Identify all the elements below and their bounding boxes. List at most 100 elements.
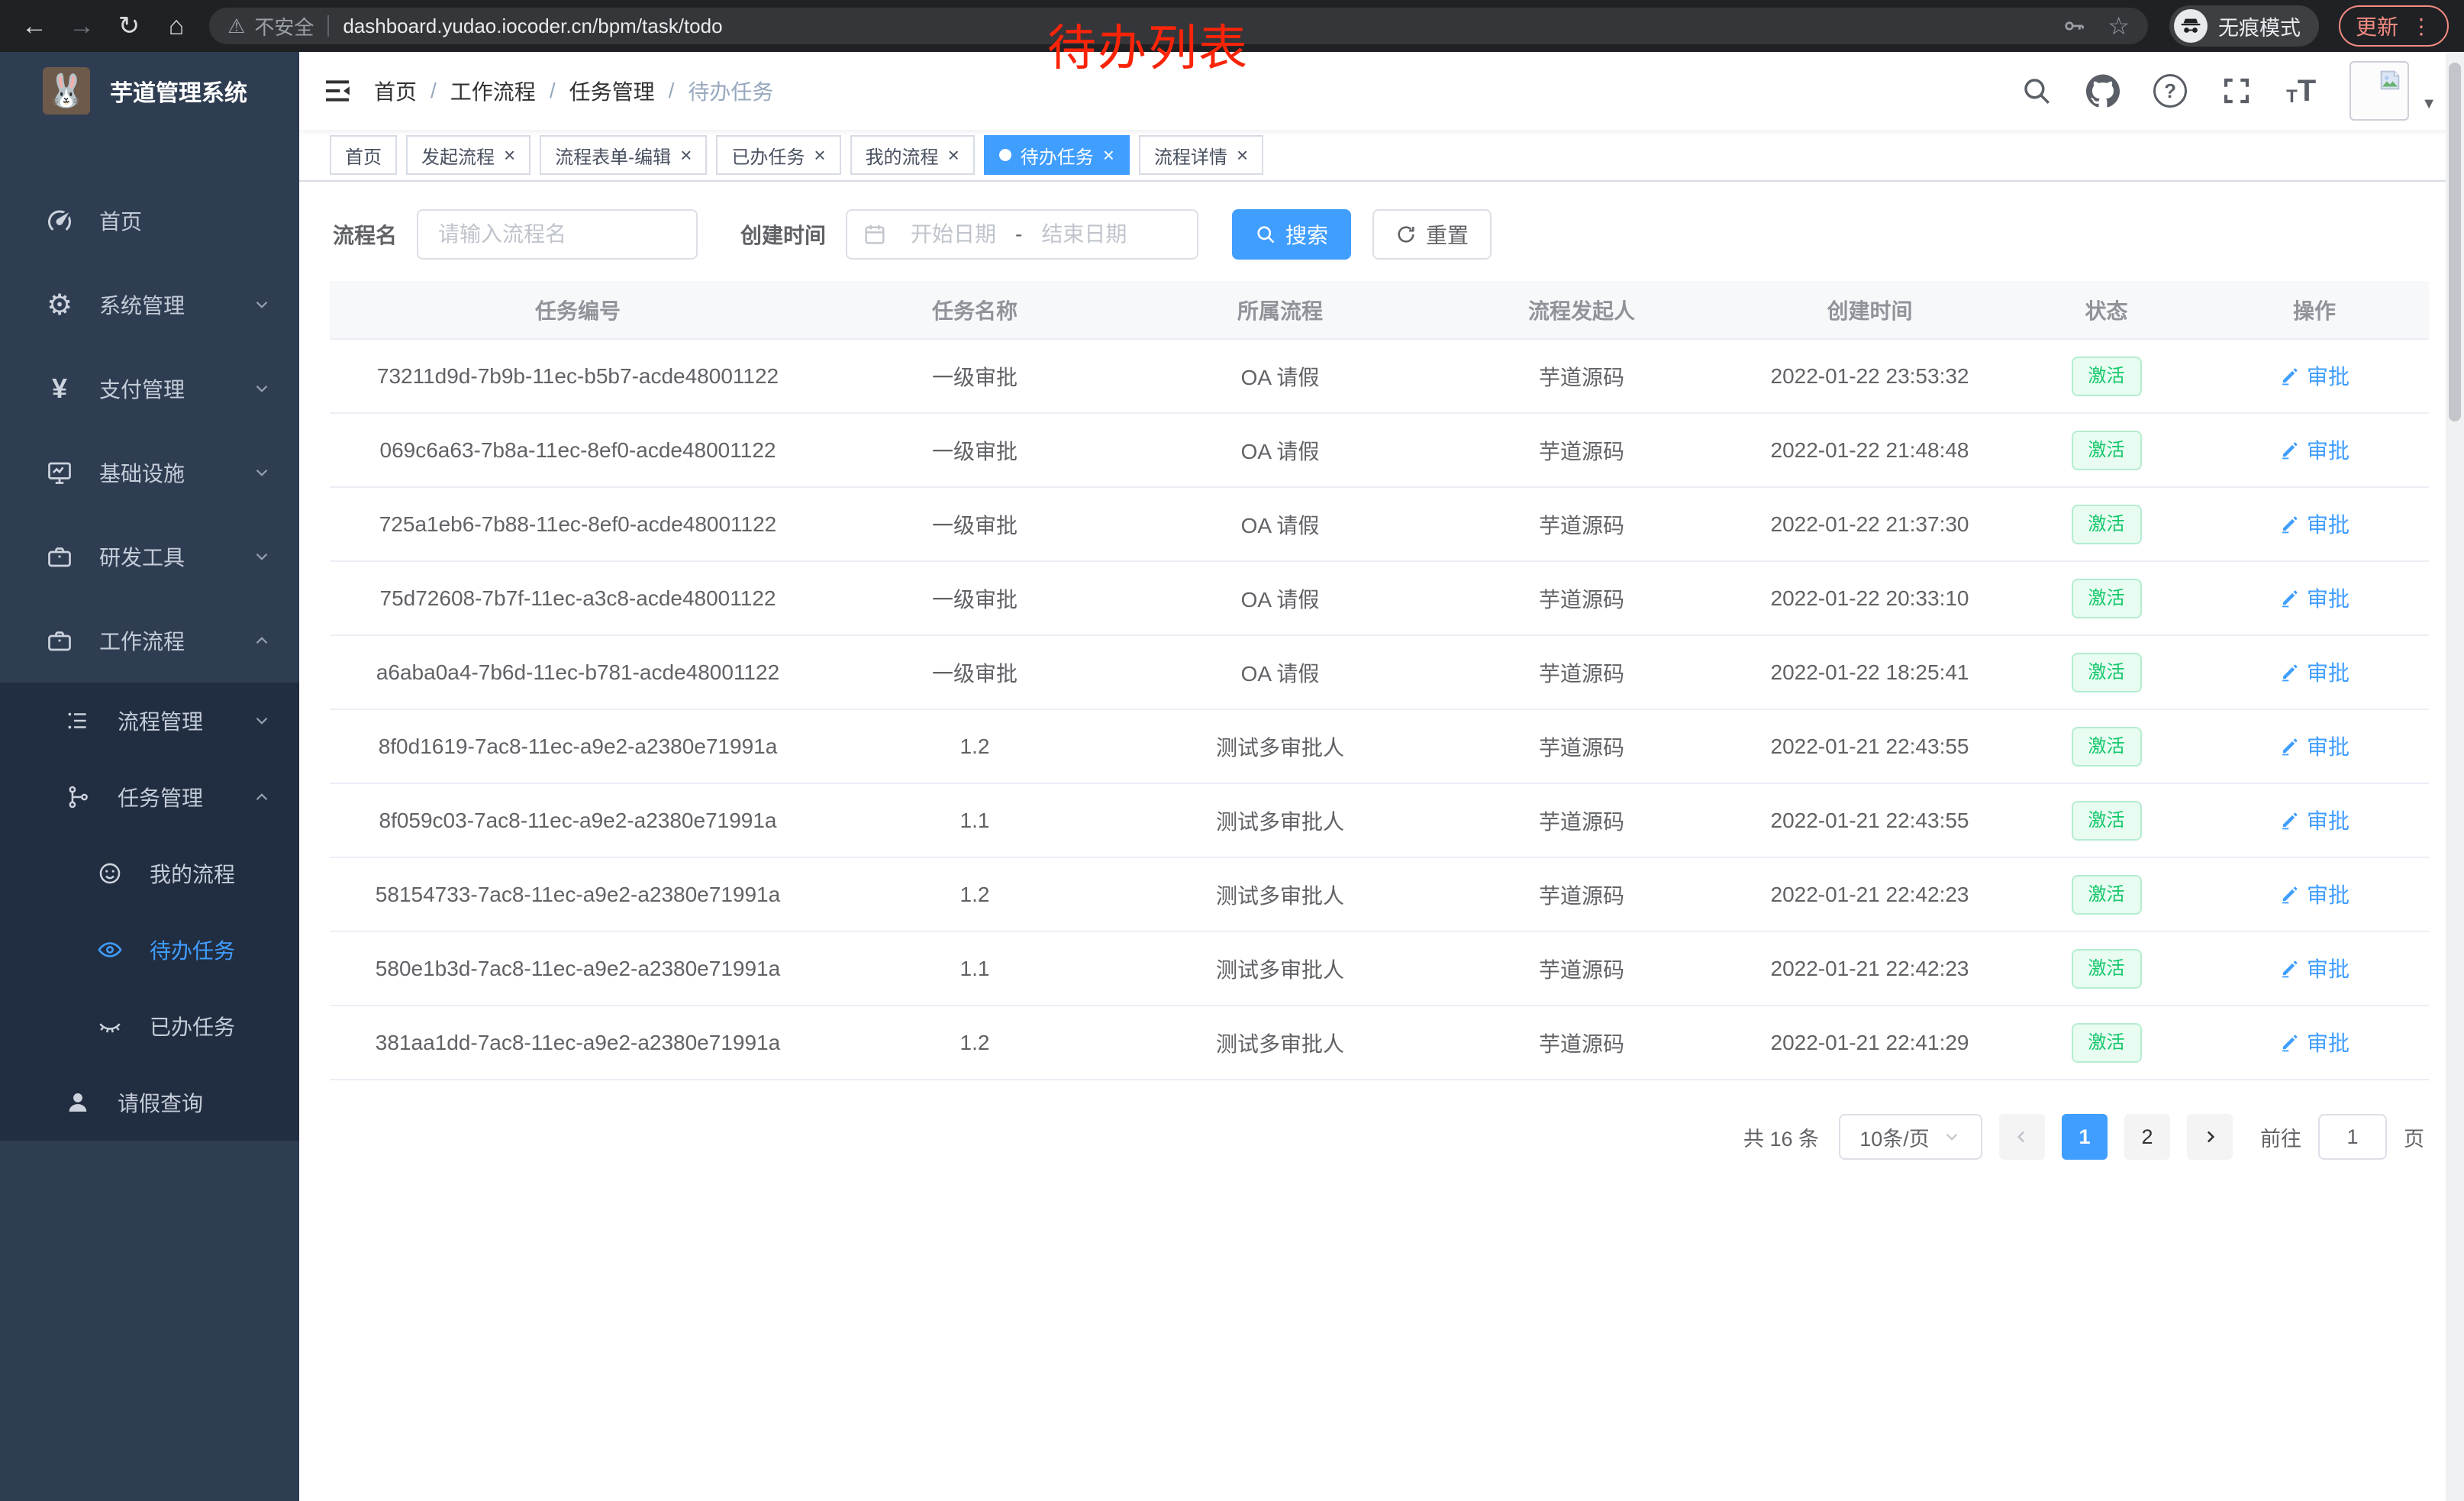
browser-forward-button[interactable]: → bbox=[69, 11, 95, 40]
approve-link[interactable]: 审批 bbox=[2279, 508, 2350, 539]
close-icon[interactable]: × bbox=[1236, 144, 1249, 166]
approve-link[interactable]: 审批 bbox=[2279, 434, 2350, 465]
tab-todo-tasks[interactable]: 待办任务 × bbox=[983, 135, 1130, 175]
tab-process-detail[interactable]: 流程详情 × bbox=[1138, 135, 1264, 175]
browser-reload-button[interactable]: ↻ bbox=[118, 11, 140, 40]
cell-create-time: 2022-01-22 18:25:41 bbox=[1727, 635, 2013, 710]
tab-start-process[interactable]: 发起流程 × bbox=[406, 135, 531, 175]
browser-menu-icon[interactable]: ⋮ bbox=[2411, 14, 2432, 38]
scrollbar-thumb[interactable] bbox=[2449, 63, 2461, 421]
start-date-input[interactable] bbox=[893, 222, 1014, 247]
tab-my-process[interactable]: 我的流程 × bbox=[850, 135, 975, 175]
date-range-picker[interactable]: - bbox=[846, 209, 1199, 260]
password-key-icon[interactable] bbox=[2062, 14, 2086, 38]
cell-actions: 审批 bbox=[2200, 783, 2429, 858]
sidebar-item-home[interactable]: 首页 bbox=[0, 179, 299, 263]
search-icon[interactable] bbox=[2021, 75, 2053, 107]
cell-status: 激活 bbox=[2013, 783, 2200, 858]
cell-actions: 审批 bbox=[2200, 931, 2429, 1006]
breadcrumb-home[interactable]: 首页 bbox=[374, 80, 418, 104]
caret-down-icon[interactable]: ▼ bbox=[2421, 95, 2437, 112]
reset-button[interactable]: 重置 bbox=[1372, 209, 1492, 260]
col-status: 状态 bbox=[2013, 281, 2200, 340]
browser-back-button[interactable]: ← bbox=[21, 11, 47, 40]
sidebar-item-my-process[interactable]: 我的流程 bbox=[0, 835, 299, 912]
process-name-input[interactable] bbox=[417, 209, 698, 260]
close-icon[interactable]: × bbox=[947, 144, 959, 166]
page-size-select[interactable]: 10条/页 bbox=[1839, 1114, 1982, 1160]
page-button-2[interactable]: 2 bbox=[2124, 1114, 2170, 1160]
sidebar-item-payment[interactable]: ¥ 支付管理 bbox=[0, 347, 299, 431]
close-icon[interactable]: × bbox=[814, 144, 826, 166]
browser-home-button[interactable]: ⌂ bbox=[168, 11, 185, 40]
approve-link[interactable]: 审批 bbox=[2279, 953, 2350, 983]
browser-chrome: ← → ↻ ⌂ ⚠ 不安全 dashboard.yudao.iocoder.cn… bbox=[0, 0, 2464, 52]
sidebar-menu: 首页 ⚙ 系统管理 ¥ 支付管理 基础设施 bbox=[0, 179, 299, 1141]
col-create-time: 创建时间 bbox=[1727, 281, 2013, 340]
url-text[interactable]: dashboard.yudao.iocoder.cn/bpm/task/todo bbox=[343, 14, 723, 37]
security-warning-label[interactable]: 不安全 bbox=[254, 15, 314, 39]
search-button[interactable]: 搜索 bbox=[1232, 209, 1352, 260]
tab-process-form-edit[interactable]: 流程表单-编辑 × bbox=[540, 135, 708, 175]
approve-link[interactable]: 审批 bbox=[2279, 360, 2350, 391]
briefcase-icon bbox=[43, 543, 76, 570]
cell-initiator: 芋道源码 bbox=[1437, 635, 1727, 710]
sidebar-item-process-manage[interactable]: 流程管理 bbox=[0, 683, 299, 759]
approve-link[interactable]: 审批 bbox=[2279, 879, 2350, 909]
help-icon[interactable]: ? bbox=[2153, 74, 2188, 108]
sidebar-item-system[interactable]: ⚙ 系统管理 bbox=[0, 263, 299, 347]
page-scrollbar[interactable] bbox=[2446, 52, 2464, 1501]
fullscreen-icon[interactable] bbox=[2221, 75, 2253, 107]
address-bar[interactable]: ⚠ 不安全 dashboard.yudao.iocoder.cn/bpm/tas… bbox=[209, 8, 2148, 44]
tab-home[interactable]: 首页 bbox=[330, 135, 397, 175]
table-row: 381aa1dd-7ac8-11ec-a9e2-a2380e71991a 1.2… bbox=[330, 1006, 2429, 1080]
filter-form: 流程名 创建时间 - 搜索 重置 bbox=[333, 209, 2427, 260]
sidebar-item-infrastructure[interactable]: 基础设施 bbox=[0, 431, 299, 515]
approve-link[interactable]: 审批 bbox=[2279, 1027, 2350, 1057]
user-avatar[interactable]: ▼ bbox=[2350, 61, 2437, 121]
approve-link[interactable]: 审批 bbox=[2279, 805, 2350, 835]
tab-done-tasks[interactable]: 已办任务 × bbox=[716, 135, 841, 175]
cell-task-name: 1.1 bbox=[826, 783, 1124, 858]
cell-create-time: 2022-01-22 21:37:30 bbox=[1727, 487, 2013, 562]
cell-status: 激活 bbox=[2013, 931, 2200, 1006]
status-badge: 激活 bbox=[2071, 948, 2142, 989]
bookmark-star-icon[interactable]: ☆ bbox=[2108, 12, 2130, 40]
prev-page-button[interactable] bbox=[1999, 1114, 2045, 1160]
cell-actions: 审批 bbox=[2200, 561, 2429, 636]
gear-icon: ⚙ bbox=[46, 289, 73, 321]
close-icon[interactable]: × bbox=[504, 144, 516, 166]
sidebar-item-devtools[interactable]: 研发工具 bbox=[0, 515, 299, 599]
approve-link[interactable]: 审批 bbox=[2279, 657, 2350, 687]
goto-page-input[interactable] bbox=[2318, 1114, 2387, 1160]
github-icon[interactable] bbox=[2086, 74, 2121, 108]
next-page-button[interactable] bbox=[2187, 1114, 2233, 1160]
cell-process: 测试多审批人 bbox=[1124, 931, 1437, 1006]
cell-initiator: 芋道源码 bbox=[1437, 487, 1727, 562]
end-date-input[interactable] bbox=[1024, 222, 1145, 247]
avatar-broken-image bbox=[2350, 61, 2410, 121]
sidebar-item-done-tasks[interactable]: 已办任务 bbox=[0, 988, 299, 1064]
goto-label: 前往 bbox=[2260, 1127, 2301, 1151]
browser-update-button[interactable]: 更新 ⋮ bbox=[2338, 5, 2449, 47]
sidebar-toggle-icon[interactable] bbox=[322, 76, 353, 106]
sidebar-logo[interactable]: 🐰 芋道管理系统 bbox=[0, 52, 299, 130]
breadcrumb-task-manage[interactable]: 任务管理 bbox=[569, 80, 655, 104]
approve-link[interactable]: 审批 bbox=[2279, 583, 2350, 613]
sidebar-item-leave-query[interactable]: 请假查询 bbox=[0, 1064, 299, 1141]
cell-task-name: 一级审批 bbox=[826, 339, 1124, 414]
sidebar-item-workflow[interactable]: 工作流程 bbox=[0, 599, 299, 683]
logo-image: 🐰 bbox=[43, 67, 90, 115]
sidebar-item-task-manage[interactable]: 任务管理 bbox=[0, 759, 299, 835]
sidebar-item-todo-tasks[interactable]: 待办任务 bbox=[0, 912, 299, 988]
page-button-1[interactable]: 1 bbox=[2062, 1114, 2108, 1160]
top-navbar: 首页 / 工作流程 / 任务管理 / 待办任务 ? bbox=[299, 52, 2464, 130]
cell-task-name: 1.2 bbox=[826, 857, 1124, 932]
close-icon[interactable]: × bbox=[680, 144, 692, 166]
cell-task-name: 一级审批 bbox=[826, 561, 1124, 636]
approve-link[interactable]: 审批 bbox=[2279, 731, 2350, 761]
cell-process: 测试多审批人 bbox=[1124, 709, 1437, 784]
close-icon[interactable]: × bbox=[1102, 144, 1114, 166]
breadcrumb-workflow[interactable]: 工作流程 bbox=[450, 80, 536, 104]
